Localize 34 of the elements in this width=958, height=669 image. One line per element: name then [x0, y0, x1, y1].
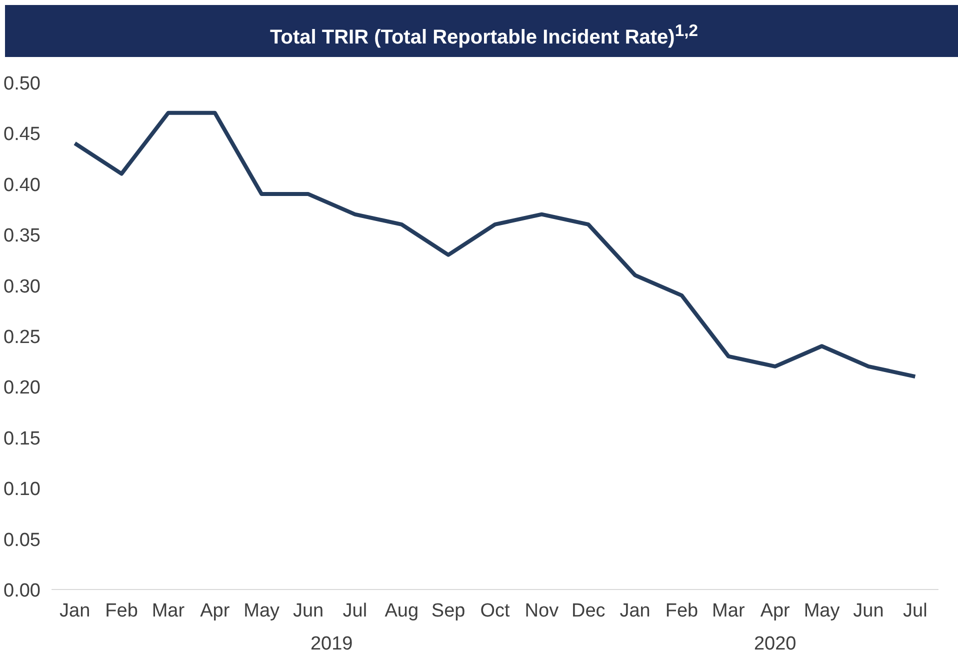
x-tick-label: May — [244, 600, 280, 622]
x-tick-label: Oct — [480, 600, 510, 622]
line-series — [72, 110, 918, 379]
x-tick-label: Jan — [620, 600, 650, 622]
x-tick-label: Jul — [903, 600, 928, 622]
y-tick-label: 0.50 — [4, 74, 41, 94]
x-tick-label: Jul — [342, 600, 368, 622]
y-tick-label: 0.30 — [4, 276, 41, 298]
y-tick-label: 0.00 — [4, 580, 41, 602]
x-tick-label: Mar — [152, 600, 186, 622]
x-tick-label: Feb — [105, 600, 138, 622]
x-tick-label: Nov — [524, 600, 560, 622]
x-tick-label: Apr — [760, 600, 791, 622]
chart-title: Total TRIR (Total Reportable Incident Rate)$^{1,2}$ — [270, 20, 698, 51]
x-tick-label: Jan — [60, 600, 90, 622]
x-tick-label: Feb — [665, 600, 698, 622]
y-tick-label: 0.25 — [4, 327, 41, 348]
x-tick-label: Apr — [200, 600, 230, 622]
y-tick-label: 0.20 — [4, 378, 41, 399]
y-tick-label: 0.10 — [4, 479, 41, 500]
x-tick-label: Mar — [712, 600, 746, 622]
x-tick-label: Aug — [384, 600, 419, 622]
x-tick-label: Jun — [853, 600, 884, 622]
y-tick-label: 0.45 — [4, 124, 41, 146]
text: 2020 — [754, 634, 796, 654]
y-tick-label: 0.05 — [4, 530, 41, 551]
text: 2019 — [310, 634, 353, 654]
x-tick-label: Sep — [431, 600, 466, 622]
x-tick-label: Jun — [292, 600, 324, 622]
x-tick-label: Dec — [571, 600, 606, 622]
y-tick-label: 0.15 — [4, 428, 41, 450]
x-tick-label: May — [804, 600, 840, 622]
y-tick-label: 0.40 — [4, 174, 41, 196]
y-tick-label: 0.35 — [4, 226, 41, 247]
